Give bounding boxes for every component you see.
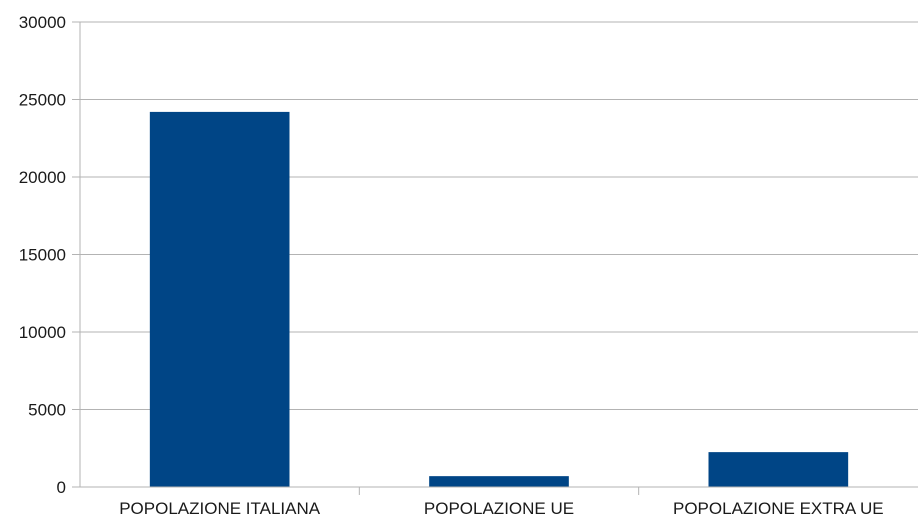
axes [72,22,918,495]
bar [149,111,290,488]
x-category-label: POPOLAZIONE ITALIANA [119,499,321,518]
y-tick-label: 0 [57,478,66,497]
y-tick-label: 10000 [19,323,66,342]
x-category-label: POPOLAZIONE UE [424,499,574,518]
y-tick-label: 20000 [19,168,66,187]
bar [708,452,849,487]
y-tick-labels: 0 5000 10000 15000 20000 25000 30000 [19,13,66,497]
x-category-label: POPOLAZIONE EXTRA UE [673,499,884,518]
y-tick-label: 25000 [19,91,66,110]
bar [429,476,569,487]
y-tick-label: 30000 [19,13,66,32]
y-tick-label: 5000 [28,401,66,420]
y-tick-label: 15000 [19,246,66,265]
x-category-labels: POPOLAZIONE ITALIANA POPOLAZIONE UE POPOLA… [119,499,883,518]
bars [149,111,849,488]
